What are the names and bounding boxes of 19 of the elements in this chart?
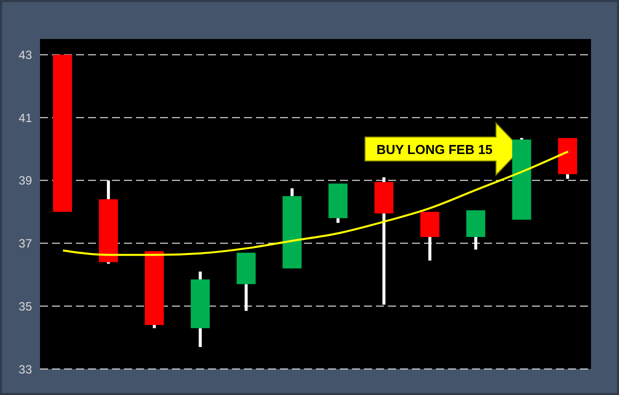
annotation: BUY LONG FEB 15: [376, 142, 493, 157]
candlestick: [512, 138, 532, 220]
y-tick-label: 39: [18, 174, 32, 188]
candlestick: [98, 180, 118, 264]
candlestick: [53, 54, 72, 212]
y-tick-label: 41: [18, 110, 32, 125]
candlestick: [466, 210, 486, 250]
candlestick: [374, 177, 394, 305]
y-tick-label: 33: [18, 362, 32, 376]
candlestick: [236, 252, 256, 311]
candlestick: [420, 212, 440, 261]
y-tick-label: 43: [18, 48, 32, 62]
y-tick-label: 35: [18, 299, 32, 314]
candlestick: [190, 272, 210, 347]
candlestick: [558, 138, 578, 179]
candlestick: [144, 251, 164, 328]
candlestick: [282, 188, 302, 268]
y-tick-label: 37: [18, 236, 32, 251]
candlestick: [328, 184, 348, 223]
